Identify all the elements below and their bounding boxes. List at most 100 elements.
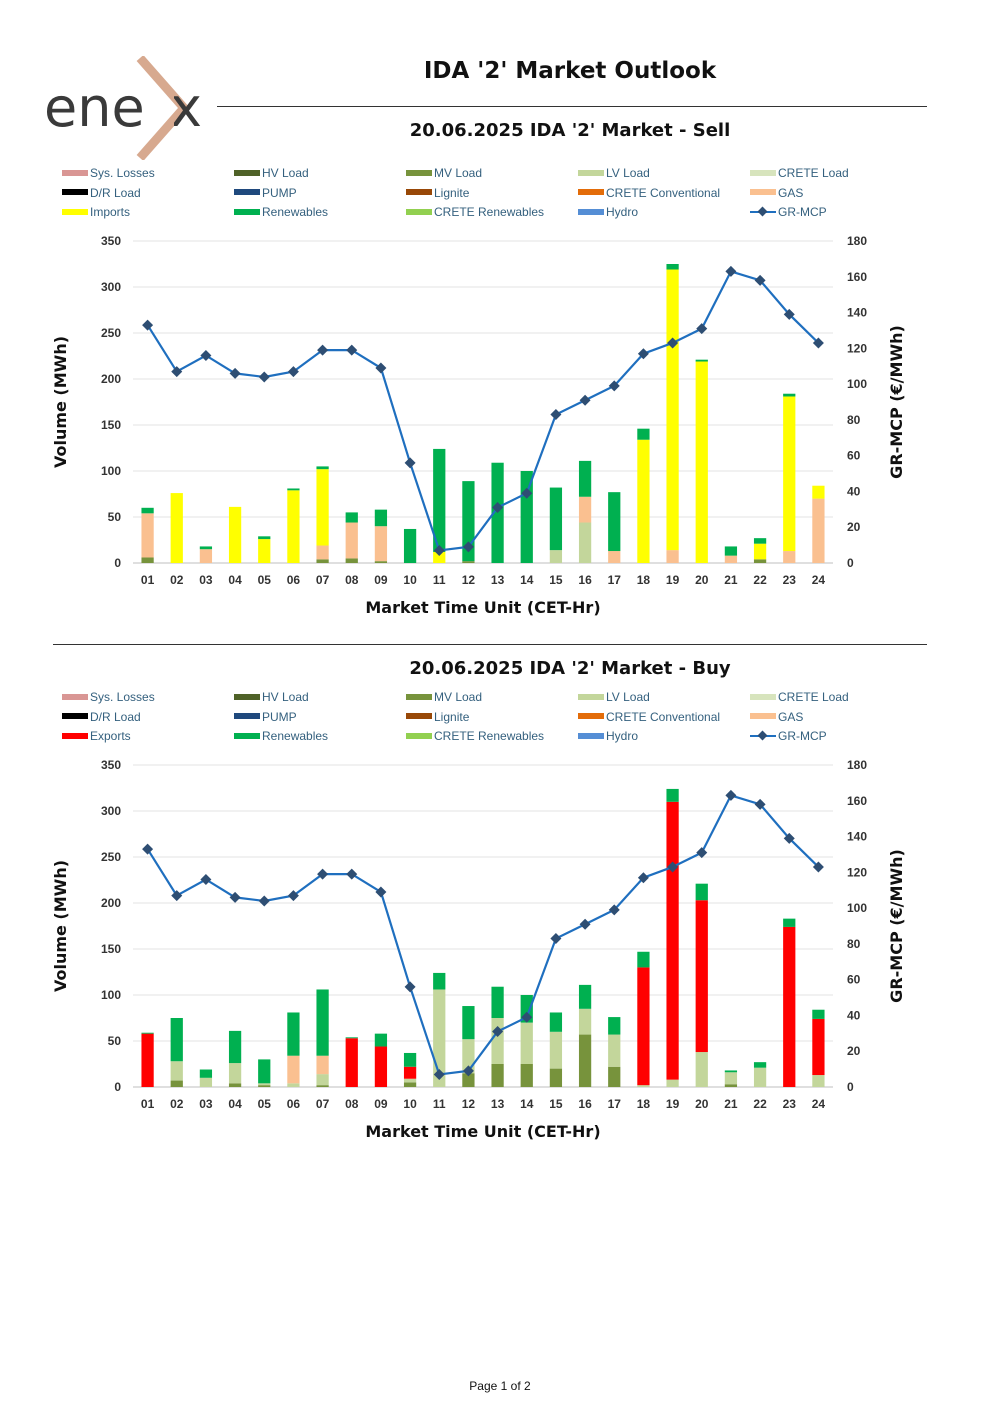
bar-gas: [578, 496, 592, 523]
legend-label: PUMP: [262, 185, 297, 200]
legend-label: CRETE Load: [778, 166, 849, 180]
y2-tick-label: 40: [847, 1008, 861, 1022]
x-tick-label: 13: [491, 573, 505, 587]
legend-swatch: [406, 713, 432, 720]
legend-swatch: [234, 693, 260, 700]
gr-mcp-point: [229, 367, 241, 379]
bar-lv-load: [462, 1039, 475, 1074]
y2-tick-label: 160: [847, 794, 867, 808]
bar-renewables: [228, 1030, 242, 1064]
y-axis-label: Volume (MWh): [51, 860, 70, 992]
x-tick-label: 06: [287, 573, 301, 587]
bar-mv-load: [316, 559, 329, 563]
legend-swatch: [62, 713, 88, 720]
gr-mcp-point: [492, 502, 504, 514]
bar-renewables: [170, 1018, 183, 1062]
gr-mcp-point: [492, 1026, 504, 1038]
gr-mcp-point: [521, 487, 533, 499]
x-tick-label: 02: [170, 573, 184, 587]
y2-tick-label: 120: [847, 341, 867, 355]
bar-gas: [783, 551, 796, 563]
logo-text: ene: [44, 76, 145, 139]
legend-item-lignite: Lignite: [406, 186, 469, 200]
gr-mcp-point: [754, 798, 766, 810]
legend-swatch: [578, 713, 604, 720]
gr-mcp-point: [287, 366, 299, 378]
y2-tick-label: 140: [847, 830, 867, 844]
bar-renewables: [637, 951, 650, 968]
bar-renewables: [724, 546, 738, 556]
bar-renewables: [316, 989, 329, 1056]
x-tick-label: 04: [228, 573, 242, 587]
y2-tick-label: 100: [847, 901, 867, 915]
legend-item-lignite: Lignite: [406, 710, 469, 724]
legend-item-lv-load: LV Load: [578, 166, 650, 180]
gr-mcp-line: [146, 794, 820, 1076]
y2-tick-label: 180: [847, 758, 867, 772]
bar-mv-load: [520, 1064, 533, 1087]
x-tick-label: 20: [695, 1097, 709, 1111]
legend-item-hydro: Hydro: [578, 729, 638, 743]
bar-lv-load: [753, 1067, 767, 1087]
bar-renewables: [783, 918, 796, 927]
gr-mcp-point: [433, 544, 445, 556]
sell-chart: 0501001502002503003500204060801001201401…: [51, 234, 906, 617]
x-tick-label: 23: [783, 1097, 797, 1111]
bar-mv-load: [345, 558, 358, 563]
bar-mv-load: [141, 557, 154, 563]
legend-swatch: [750, 713, 776, 720]
gr-mcp-point: [171, 890, 183, 902]
x-axis-label: Market Time Unit (CET-Hr): [365, 598, 600, 617]
gr-mcp-point: [317, 868, 329, 880]
legend-label: Hydro: [606, 729, 639, 743]
legend-label: D/R Load: [90, 185, 141, 200]
legend-item-crete-renewables: CRETE Renewables: [406, 205, 544, 219]
y-tick-label: 200: [101, 372, 121, 386]
bar-imports: [316, 469, 329, 546]
x-tick-label: 21: [724, 573, 738, 587]
legend-label: CRETE Conventional: [606, 709, 721, 724]
legend-swatch: [406, 732, 432, 739]
bar-renewables: [666, 788, 679, 802]
x-axis-label: Market Time Unit (CET-Hr): [365, 1122, 600, 1141]
y2-tick-label: 0: [847, 1080, 854, 1094]
legend-item-sys-losses: Sys. Losses: [62, 166, 155, 180]
bar-renewables: [374, 509, 388, 527]
bar-renewables: [403, 1052, 417, 1067]
bar-lv-load: [287, 1083, 300, 1087]
gr-mcp-point: [142, 319, 154, 331]
legend-swatch: [62, 189, 88, 196]
legend-item-gr-mcp: GR-MCP: [750, 729, 827, 743]
x-tick-label: 08: [345, 573, 359, 587]
bar-renewables: [345, 512, 358, 523]
x-tick-label: 03: [199, 573, 213, 587]
bar-renewables: [549, 487, 563, 551]
x-tick-label: 09: [374, 1097, 388, 1111]
bar-renewables: [724, 1070, 738, 1073]
legend-label: Imports: [90, 205, 131, 219]
x-tick-label: 10: [403, 573, 417, 587]
bar-lv-load: [695, 1052, 708, 1087]
legend-item-exports: Exports: [62, 729, 131, 743]
bar-lv-load: [520, 1022, 533, 1064]
x-tick-label: 11: [433, 1097, 446, 1111]
legend-swatch: [578, 693, 604, 700]
legend-swatch: [62, 732, 88, 739]
bar-exports: [374, 1046, 388, 1087]
bar-lv-load: [549, 550, 563, 563]
legend-item-gas: GAS: [750, 710, 803, 724]
bar-renewables: [812, 1009, 825, 1019]
legend-label: HV Load: [262, 166, 309, 180]
bar-renewables: [753, 1062, 767, 1068]
legend-label: LV Load: [606, 166, 650, 180]
bar-imports: [228, 506, 242, 563]
bar-renewables: [258, 536, 271, 540]
bar-mv-load: [228, 1083, 242, 1087]
legend-swatch: [62, 693, 88, 700]
x-tick-label: 15: [549, 573, 563, 587]
buy-chart-title: 20.06.2025 IDA '2' Market - Buy: [409, 658, 731, 679]
bar-lv-load: [199, 1077, 213, 1087]
legend-swatch: [234, 713, 260, 720]
legend-label: D/R Load: [90, 709, 141, 724]
bar-mv-load: [724, 1084, 738, 1087]
